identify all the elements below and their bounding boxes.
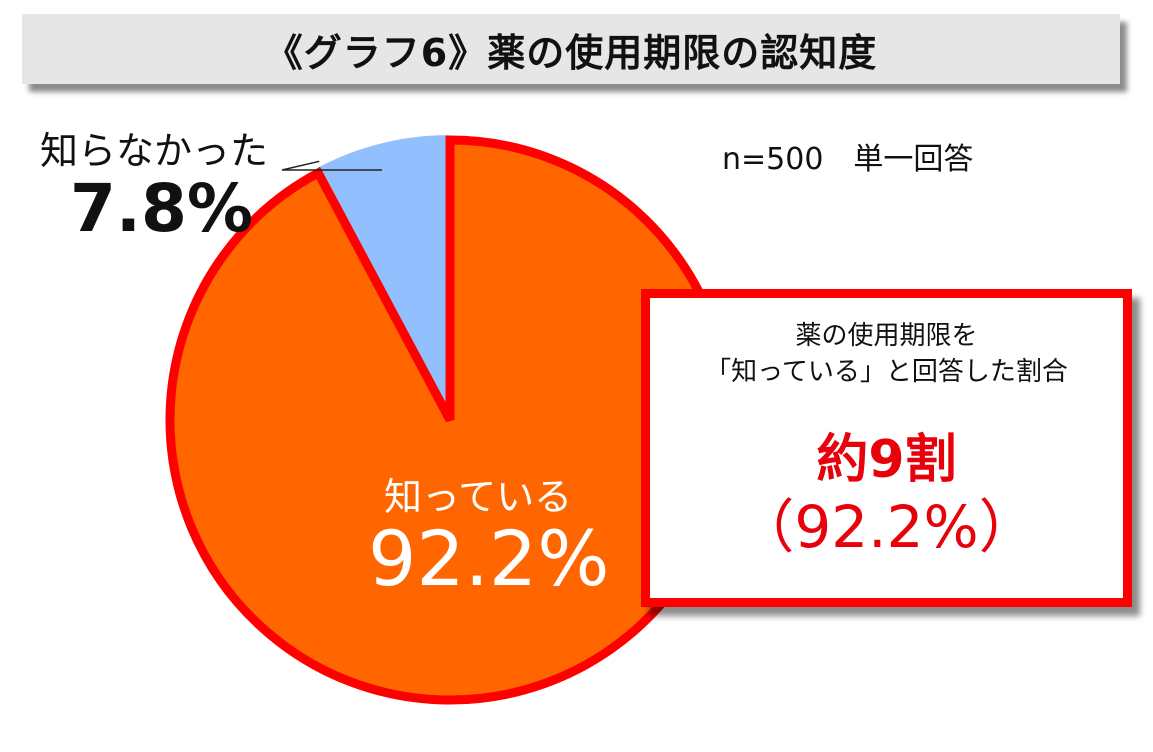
title-bar: 《グラフ6》薬の使用期限の認知度 [22,14,1120,84]
slice-value-known: 92.2% [368,514,610,603]
leader-line [281,160,382,171]
slice-label-known: 知っている [384,475,573,519]
callout-line-1: 薬の使用期限を [795,321,978,351]
pie-slice-unknown [315,133,450,415]
callout-main: 約9割 [816,430,957,490]
sample-note: n=500 単一回答 [722,142,974,177]
chart-title: 《グラフ6》薬の使用期限の認知度 [264,30,878,75]
callout-box: 薬の使用期限を 「知っている」と回答した割合 約9割 （92.2%） [641,289,1132,607]
pie-slice-known [165,135,735,705]
callout-line-2: 「知っている」と回答した割合 [705,357,1068,387]
slice-label-unknown: 知らなかった [40,129,269,173]
callout-percent: （92.2%） [736,493,1037,561]
slice-value-unknown: 7.8% [70,170,254,247]
